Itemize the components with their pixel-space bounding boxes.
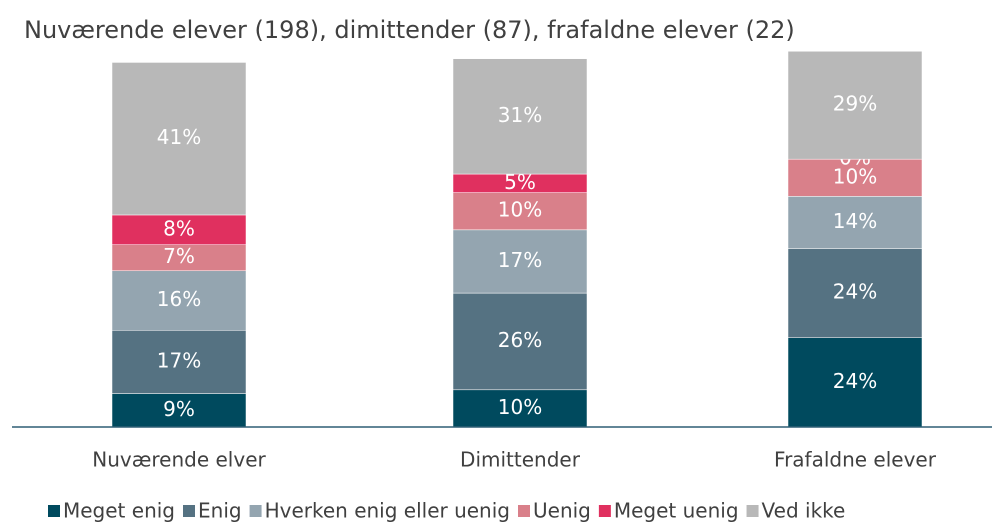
bar-segment <box>452 58 588 175</box>
bar-segment <box>787 196 923 249</box>
data-label: 9% <box>163 397 195 421</box>
data-label: 10% <box>833 164 877 188</box>
data-label: 29% <box>833 92 877 116</box>
x-tick-label: Dimittender <box>460 448 581 472</box>
legend-label: Meget enig <box>63 499 175 523</box>
legend-swatch <box>746 505 759 517</box>
data-label: 7% <box>163 244 195 268</box>
x-tick-label: Frafaldne elever <box>774 448 937 472</box>
data-label: 17% <box>157 348 201 372</box>
bar-segment <box>452 229 588 294</box>
legend-swatch <box>183 505 195 517</box>
data-label: 8% <box>163 216 195 240</box>
legend-label: Uenig <box>533 499 591 523</box>
legend-swatch <box>518 505 530 517</box>
data-label: 14% <box>833 209 877 233</box>
legend-swatch <box>598 505 611 517</box>
data-label: 41% <box>157 125 201 149</box>
chart-title: Nuværende elever (198), dimittender (87)… <box>24 16 795 44</box>
x-tick-label: Nuværende elver <box>92 448 266 472</box>
data-label: 31% <box>498 103 542 127</box>
bar-segment <box>111 214 247 245</box>
legend-label: Hverken enig eller uenig <box>265 499 510 523</box>
bar-segment <box>452 192 588 231</box>
legend-label: Enig <box>198 499 242 523</box>
data-label: 24% <box>833 369 877 393</box>
data-label: 16% <box>157 287 201 311</box>
bar-segment <box>111 393 247 428</box>
data-label: 10% <box>498 198 542 222</box>
data-label: 10% <box>498 395 542 419</box>
bar-segment <box>787 248 923 338</box>
bar-segment <box>111 330 247 394</box>
data-label: 26% <box>498 328 542 352</box>
bar-segment <box>787 158 923 197</box>
legend-label: Meget uenig <box>614 499 739 523</box>
bar-segment <box>452 292 588 391</box>
bar-segment <box>787 51 923 160</box>
legend-swatch <box>249 505 262 517</box>
data-label: 17% <box>498 248 542 272</box>
legend-swatch <box>48 505 60 517</box>
data-label: 24% <box>833 280 877 304</box>
bar-segment <box>787 337 923 428</box>
bar-segment <box>111 62 247 216</box>
legend-label: Ved ikke <box>762 499 846 523</box>
bar-segment <box>111 244 247 272</box>
